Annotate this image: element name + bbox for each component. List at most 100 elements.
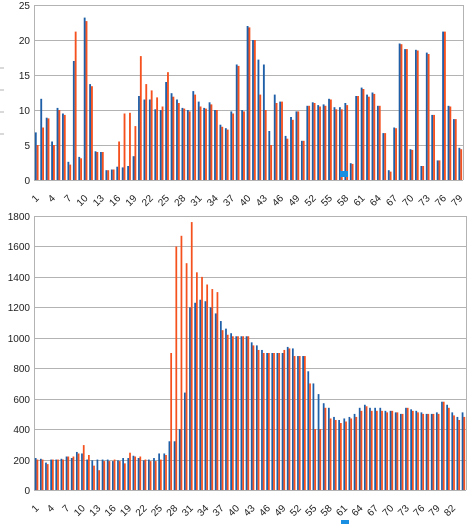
bar-series-1 xyxy=(192,91,195,180)
x-tick-label: 1 xyxy=(30,503,42,515)
bar-series-2 xyxy=(98,470,101,490)
bar-series-2 xyxy=(291,119,294,180)
bar-series-2 xyxy=(237,336,239,490)
bar-series-2 xyxy=(257,349,260,490)
bar-series-1 xyxy=(224,128,227,180)
bar-series-1 xyxy=(117,460,119,490)
bar-series-1 xyxy=(127,458,130,490)
bar-series-1 xyxy=(353,413,356,490)
bar-series-1 xyxy=(209,307,212,490)
x-tick-label: 58 xyxy=(336,193,352,209)
bar-series-1 xyxy=(106,459,109,490)
legend-marker xyxy=(340,171,348,177)
bar-series-2 xyxy=(211,289,214,490)
bar-series-2 xyxy=(400,44,403,181)
bar-series-1 xyxy=(246,26,249,180)
bar-series-2 xyxy=(370,410,373,490)
bar-series-2 xyxy=(242,336,245,490)
bar-series-2 xyxy=(340,423,342,490)
x-tick-label: 40 xyxy=(238,193,254,209)
bar-series-2 xyxy=(145,84,148,180)
bar-series-2 xyxy=(154,461,157,490)
bar-series-1 xyxy=(219,124,222,180)
bar-series-2 xyxy=(156,97,159,180)
x-tick-label: 79 xyxy=(427,503,443,519)
bar-series-1 xyxy=(286,346,289,490)
bar-series-1 xyxy=(376,105,379,180)
bar-series-2 xyxy=(215,110,218,180)
bar-series-2 xyxy=(139,456,142,490)
x-tick-label: 52 xyxy=(303,193,319,209)
bar-series-2 xyxy=(283,349,286,490)
x-tick-label: 16 xyxy=(103,503,119,519)
bar-series-2 xyxy=(167,72,169,180)
bar-series-2 xyxy=(134,126,137,180)
bar-series-1 xyxy=(132,455,135,490)
y-tick-label: 10 xyxy=(19,106,31,117)
bar-series-2 xyxy=(268,353,270,490)
bar-series-2 xyxy=(252,345,255,490)
bar-series-1 xyxy=(50,459,52,490)
y-tick-label: 600 xyxy=(13,395,30,406)
bar-series-1 xyxy=(290,117,292,180)
bar-series-2 xyxy=(373,93,376,180)
bar-series-1 xyxy=(91,460,94,490)
bar-series-2 xyxy=(304,356,306,490)
bar-series-2 xyxy=(96,152,99,180)
bar-series-2 xyxy=(170,353,173,490)
bar-series-1 xyxy=(78,156,81,180)
y-tick-label: 20 xyxy=(19,36,31,47)
x-tick-label: 37 xyxy=(211,503,227,519)
bar-series-1 xyxy=(279,101,282,180)
bar-series-1 xyxy=(366,94,368,180)
bar-series-2 xyxy=(278,353,281,490)
bar-series-1 xyxy=(276,353,279,490)
bar-series-2 xyxy=(57,459,59,490)
bar-series-1 xyxy=(349,163,352,180)
bar-series-2 xyxy=(335,109,338,180)
x-tick-label: 70 xyxy=(381,503,397,519)
bar-series-2 xyxy=(432,413,435,490)
bar-series-2 xyxy=(367,96,370,180)
bar-series-1 xyxy=(410,409,412,490)
bar-series-1 xyxy=(122,458,124,490)
bar-series-1 xyxy=(230,333,232,490)
bar-series-2 xyxy=(281,101,283,180)
bar-series-2 xyxy=(150,90,153,180)
bar-series-2 xyxy=(324,407,327,490)
x-tick-label: 76 xyxy=(433,193,449,209)
bar-series-2 xyxy=(381,410,383,490)
x-tick-label: 43 xyxy=(254,193,270,209)
x-tick-label: 13 xyxy=(91,193,107,209)
x-tick-label: 7 xyxy=(61,503,73,515)
x-tick-label: 13 xyxy=(88,503,104,519)
bar-series-2 xyxy=(108,461,111,490)
bar-series-1 xyxy=(441,401,443,490)
bar-series-1 xyxy=(387,170,390,180)
y-tick-label: 800 xyxy=(13,364,30,375)
bar-series-2 xyxy=(194,94,197,180)
bar-series-2 xyxy=(422,413,425,490)
bar-series-2 xyxy=(329,99,332,180)
bar-series-1 xyxy=(252,40,254,180)
bar-series-1 xyxy=(338,419,340,490)
bar-series-1 xyxy=(268,131,271,180)
bar-series-2 xyxy=(237,65,240,180)
bar-series-2 xyxy=(365,406,368,490)
bar-series-2 xyxy=(396,412,399,490)
bar-series-1 xyxy=(458,147,461,180)
bar-series-2 xyxy=(82,445,85,490)
bar-series-2 xyxy=(53,145,55,180)
bar-series-1 xyxy=(89,84,92,180)
bar-series-1 xyxy=(83,17,86,180)
x-tick-label: 55 xyxy=(304,503,320,519)
y-tick-label: 0 xyxy=(24,176,30,187)
bar-series-1 xyxy=(420,166,423,180)
bar-series-2 xyxy=(442,401,445,490)
bar-series-1 xyxy=(250,342,253,490)
bar-series-1 xyxy=(94,151,97,180)
bar-series-1 xyxy=(312,383,315,490)
bar-series-1 xyxy=(176,99,178,180)
bar-series-2 xyxy=(149,461,152,490)
bar-series-1 xyxy=(261,349,263,490)
